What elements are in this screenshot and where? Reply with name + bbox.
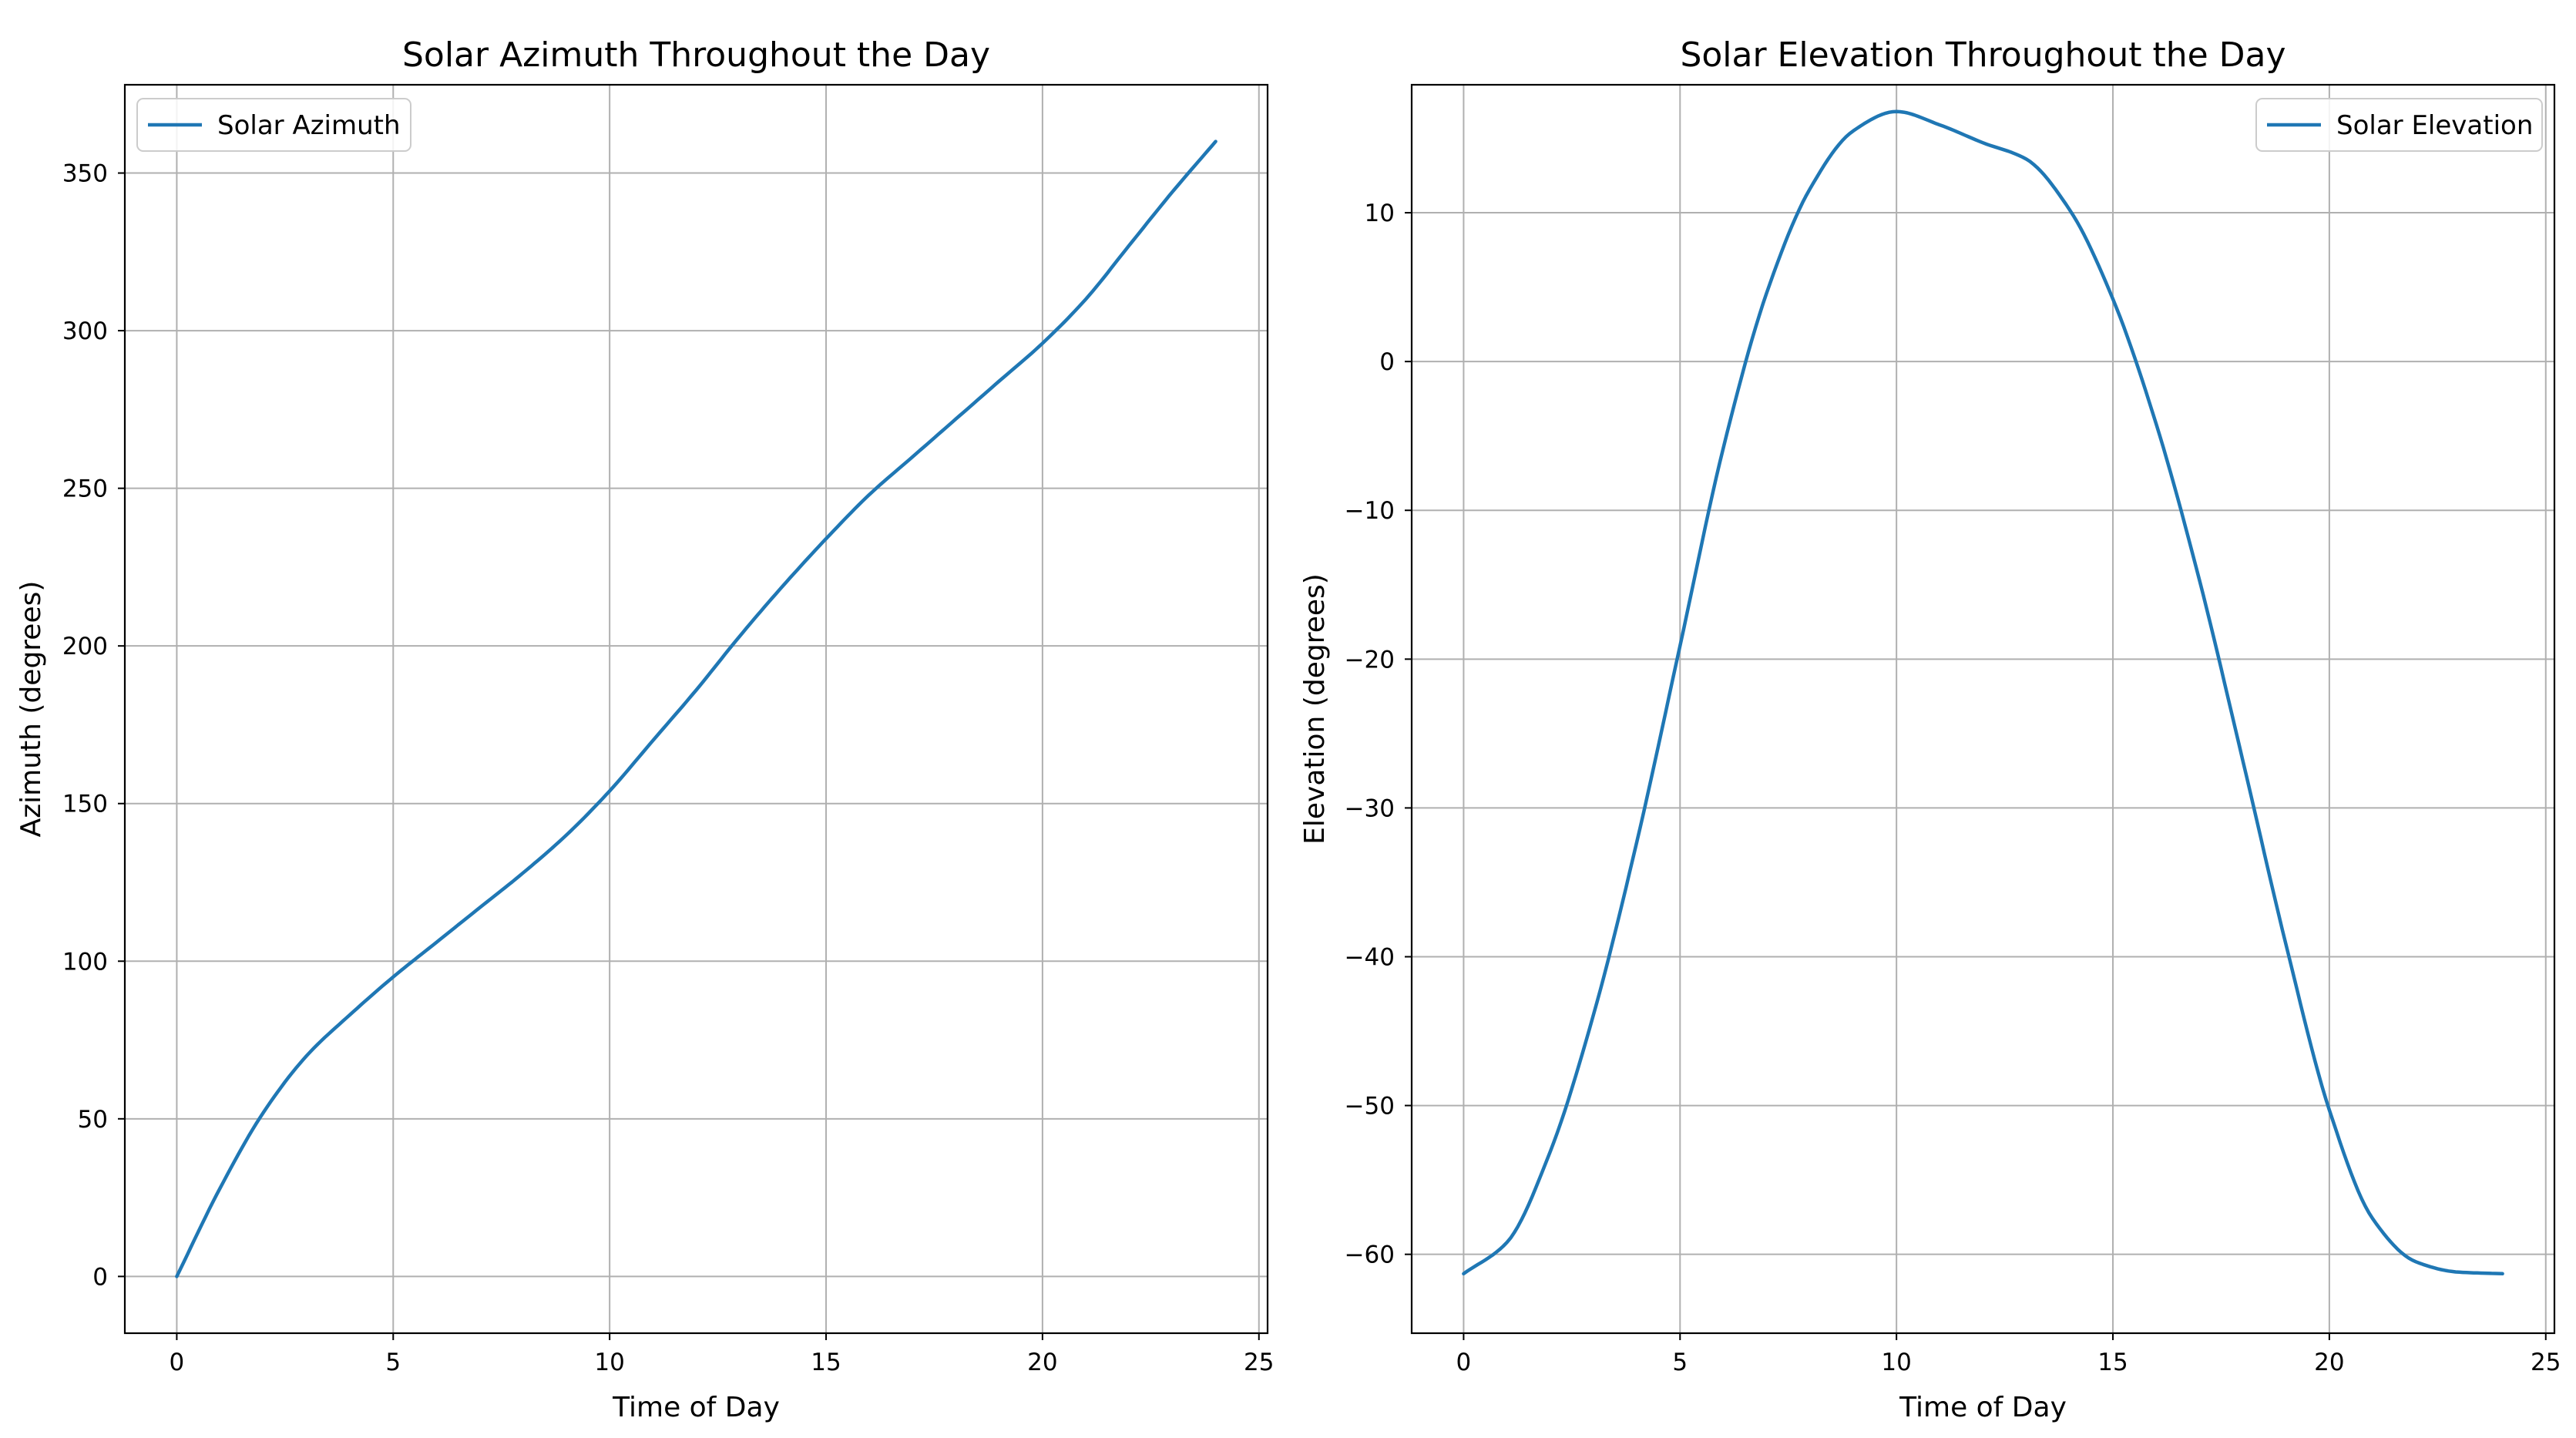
elevation-chart-title: Solar Elevation Throughout the Day [1680, 35, 2285, 75]
elevation-legend: Solar Elevation [2255, 98, 2543, 152]
azimuth-x-tick-label: 20 [1027, 1349, 1057, 1376]
elevation-gridlines [1412, 85, 2554, 1333]
azimuth-y-tick-label: 250 [62, 475, 108, 503]
elevation-x-tick-label: 20 [2314, 1349, 2344, 1376]
elevation-legend-box [2255, 98, 2543, 152]
azimuth-y-tick-label: 0 [92, 1263, 108, 1291]
azimuth-y-axis-label: Azimuth (degrees) [15, 581, 47, 838]
elevation-y-tick-label: −10 [1345, 497, 1395, 525]
elevation-x-tick-label: 5 [1672, 1349, 1688, 1376]
elevation-y-tick-label: −60 [1345, 1241, 1395, 1269]
elevation-y-tick-label: −30 [1345, 795, 1395, 822]
elevation-x-tick-label: 25 [2531, 1349, 2561, 1376]
elevation-y-tick-label: 0 [1379, 348, 1395, 376]
azimuth-y-tick-label: 50 [78, 1106, 108, 1134]
elevation-series-line [1462, 109, 2504, 1276]
azimuth-y-tick-label: 100 [62, 948, 108, 976]
azimuth-series [175, 139, 1217, 1278]
elevation-plot-area [1412, 85, 2554, 1333]
azimuth-x-tick-label: 0 [170, 1349, 185, 1376]
azimuth-y-tick-label: 150 [62, 791, 108, 818]
elevation-ticks: 0 5 10 15 20 25 −60 −50 −40 −30 −20 −10 0 10 [1345, 200, 2561, 1376]
elevation-legend-label: Solar Elevation [2336, 110, 2533, 141]
azimuth-legend-label: Solar Azimuth [217, 110, 401, 141]
elevation-panel: 0 5 10 15 20 25 −60 −50 −40 −30 −20 −10 0 10 Solar El… [1299, 35, 2561, 1423]
elevation-x-tick-label: 15 [2097, 1349, 2128, 1376]
azimuth-gridlines [125, 85, 1268, 1333]
elevation-axes-frame [1410, 83, 2556, 1335]
azimuth-y-tick-label: 300 [62, 318, 108, 345]
elevation-x-tick-label: 0 [1456, 1349, 1472, 1376]
elevation-x-tick-label: 10 [1881, 1349, 1911, 1376]
azimuth-x-axis-label: Time of Day [612, 1392, 780, 1423]
elevation-x-axis-label: Time of Day [1899, 1392, 2067, 1423]
elevation-y-tick-label: 10 [1365, 200, 1395, 227]
elevation-y-tick-label: −50 [1345, 1093, 1395, 1120]
elevation-series [1462, 109, 2504, 1276]
azimuth-plot-area [125, 85, 1268, 1333]
azimuth-x-tick-label: 10 [594, 1349, 624, 1376]
azimuth-x-tick-label: 5 [385, 1349, 401, 1376]
azimuth-axes-frame [123, 83, 1269, 1335]
azimuth-y-tick-label: 350 [62, 160, 108, 188]
azimuth-series-line [175, 139, 1217, 1278]
elevation-y-axis-label: Elevation (degrees) [1299, 573, 1331, 845]
elevation-y-tick-label: −20 [1345, 646, 1395, 674]
azimuth-chart-title: Solar Azimuth Throughout the Day [402, 35, 990, 75]
elevation-y-tick-label: −40 [1345, 943, 1395, 971]
azimuth-y-tick-label: 200 [62, 633, 108, 660]
azimuth-legend-box [136, 98, 411, 152]
azimuth-legend: Solar Azimuth [136, 98, 411, 152]
azimuth-x-tick-label: 25 [1244, 1349, 1274, 1376]
azimuth-x-tick-label: 15 [811, 1349, 841, 1376]
